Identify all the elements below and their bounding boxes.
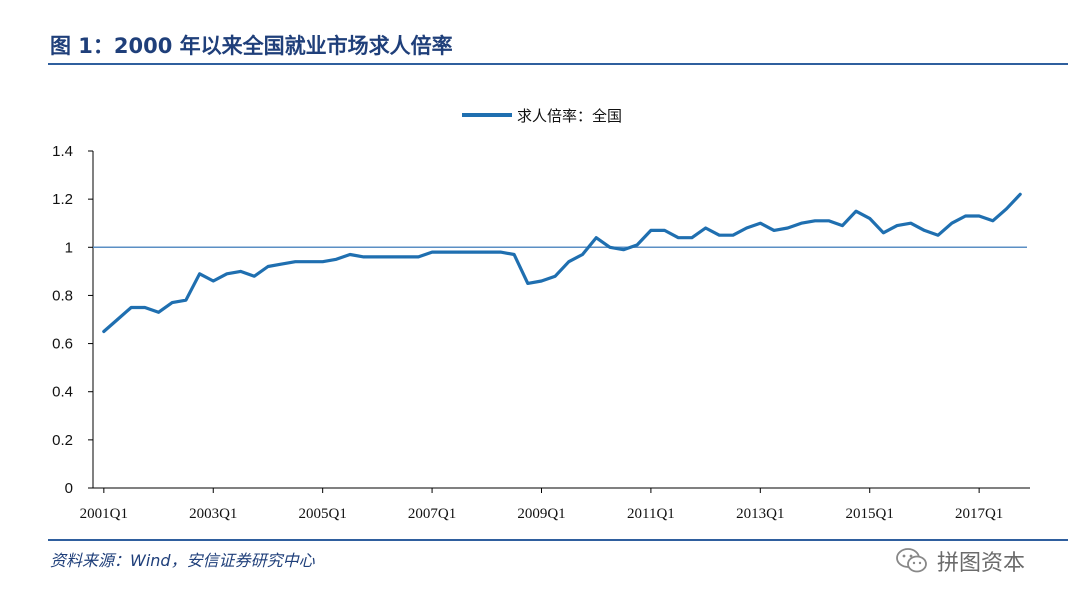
data-point — [827, 219, 830, 223]
data-point — [786, 226, 789, 230]
data-point — [253, 274, 256, 278]
x-tick-label: 2017Q1 — [955, 506, 1003, 522]
data-point — [485, 250, 488, 254]
data-point — [936, 234, 940, 237]
data-point — [950, 222, 953, 225]
data-point — [977, 214, 981, 218]
x-tick-label: 2013Q1 — [736, 506, 784, 522]
data-point — [759, 222, 762, 225]
figure-title: 图 1：2000 年以来全国就业市场求人倍率 — [50, 34, 453, 58]
data-point — [157, 311, 160, 314]
data-point — [212, 279, 215, 283]
data-point — [841, 224, 844, 227]
x-axis: 2001Q1 2003Q1 2005Q1 2007Q1 2009Q1 2011Q1 2013… — [80, 487, 1030, 522]
series-line-national — [102, 192, 1022, 334]
data-point — [335, 258, 338, 261]
watermark: 拼图资本 — [895, 541, 1055, 581]
data-point — [895, 224, 899, 227]
title-rule — [48, 63, 1068, 65]
data-point — [184, 299, 188, 302]
data-point — [923, 229, 926, 232]
data-point — [430, 250, 434, 254]
data-point — [239, 270, 242, 273]
data-point — [129, 306, 133, 309]
data-point — [567, 260, 571, 263]
data-point — [280, 262, 283, 266]
x-tick-label: 2011Q1 — [627, 506, 675, 522]
data-point — [266, 265, 270, 268]
data-point — [458, 250, 461, 254]
data-point — [1005, 207, 1008, 210]
data-point — [1018, 193, 1022, 196]
x-tick-label: 2015Q1 — [846, 506, 894, 522]
source-note: 资料来源：Wind，安信证券研究中心 — [50, 551, 315, 570]
data-point — [553, 274, 557, 278]
y-tick-label: 0.2 — [52, 432, 73, 449]
data-point — [198, 272, 201, 275]
data-point — [444, 250, 447, 254]
x-tick-label: 2009Q1 — [517, 506, 565, 522]
x-tick-label: 2007Q1 — [408, 506, 456, 522]
data-point — [171, 301, 174, 304]
data-point — [800, 222, 803, 225]
data-point — [526, 282, 530, 285]
data-point — [649, 229, 653, 232]
data-point — [362, 255, 365, 259]
y-tick-label: 0 — [65, 480, 73, 497]
data-point — [102, 330, 106, 333]
data-point — [499, 250, 502, 254]
y-tick-label: 1.4 — [52, 143, 73, 160]
data-point — [718, 234, 721, 237]
data-point — [512, 253, 516, 256]
data-point — [731, 234, 735, 237]
data-point — [143, 306, 147, 309]
y-tick-label: 1.2 — [52, 191, 73, 208]
data-point — [964, 214, 967, 218]
data-point — [471, 250, 475, 254]
data-point — [348, 253, 352, 256]
source-rule — [48, 539, 1068, 541]
x-tick-label: 2003Q1 — [189, 506, 237, 522]
data-point — [540, 279, 543, 283]
y-tick-label: 1 — [65, 239, 73, 256]
y-tick-label: 0.4 — [52, 384, 73, 401]
y-tick-label: 0.6 — [52, 336, 73, 353]
data-point — [225, 272, 229, 275]
data-point — [636, 243, 639, 247]
x-tick-label: 2005Q1 — [298, 506, 346, 522]
data-point — [882, 231, 885, 235]
legend-label: 求人倍率：全国 — [517, 107, 622, 125]
data-point — [417, 255, 420, 259]
data-point — [704, 226, 707, 230]
data-point — [690, 236, 694, 239]
x-tick-label: 2001Q1 — [80, 506, 128, 522]
data-point — [376, 255, 379, 259]
data-point — [991, 219, 995, 223]
data-point — [608, 246, 612, 249]
data-point — [909, 222, 912, 225]
series-group — [102, 192, 1022, 334]
data-point — [622, 248, 625, 251]
data-point — [307, 260, 311, 263]
data-point — [772, 229, 776, 232]
watermark-text: 拼图资本 — [937, 551, 1026, 576]
data-point — [854, 209, 858, 213]
data-point — [677, 236, 680, 239]
data-point — [294, 260, 297, 263]
data-point — [389, 255, 393, 259]
data-point — [663, 229, 666, 232]
data-point — [813, 219, 817, 223]
data-point — [868, 217, 871, 220]
y-tick-label: 0.8 — [52, 287, 73, 304]
legend: 求人倍率：全国 — [462, 107, 622, 125]
y-axis: 0 0.2 0.4 0.6 0.8 1 1.2 1.4 — [52, 143, 94, 497]
data-point — [116, 318, 119, 321]
data-point — [594, 236, 598, 239]
data-point — [403, 255, 406, 259]
data-point — [581, 253, 584, 256]
data-point — [321, 260, 324, 263]
data-point — [745, 226, 748, 230]
wechat-icon — [896, 548, 927, 573]
